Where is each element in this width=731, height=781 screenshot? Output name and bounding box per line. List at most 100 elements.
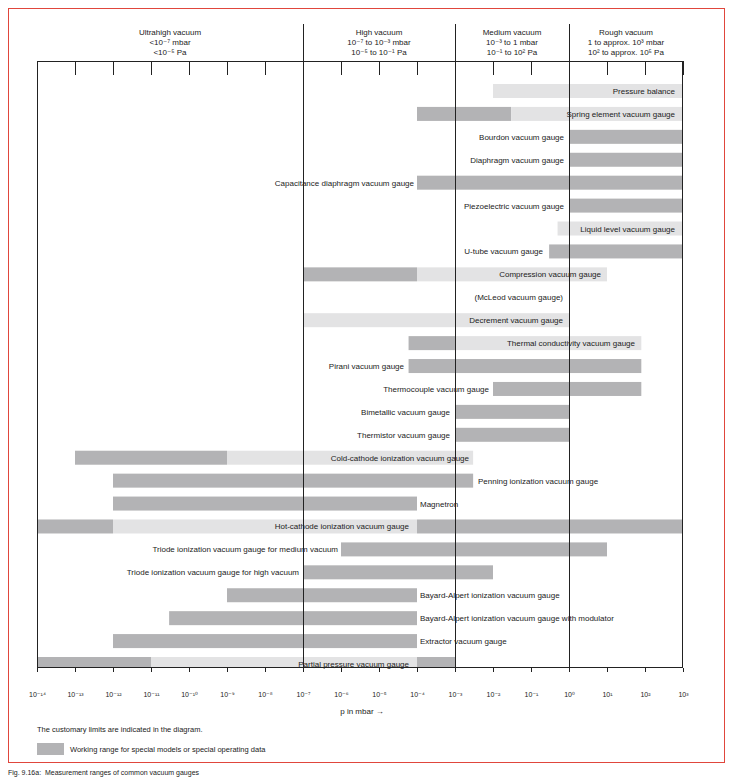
gauge-label: Bayard-Alpert ionization vacuum gauge (420, 591, 560, 600)
range-bar (37, 657, 151, 668)
range-bar (558, 222, 683, 236)
tick-label: 10⁻¹⁴ (29, 691, 46, 698)
region-mbar: 10⁻⁷ to 10⁻³ mbar (347, 38, 411, 47)
bottom-tick (683, 668, 684, 672)
range-bar (113, 474, 473, 488)
chart: Ultrahigh vacuum<10⁻⁷ mbar<10⁻⁵ PaHigh v… (0, 0, 731, 781)
top-tick (607, 61, 608, 75)
gauge-label: Bourdon vacuum gauge (479, 133, 565, 142)
region-name: Rough vacuum (599, 28, 653, 37)
gauge-label: (McLeod vacuum gauge) (475, 293, 564, 302)
region-pa: 10² to approx. 10⁵ Pa (588, 48, 664, 57)
gauge-label: Capacitance diaphragm vacuum gauge (275, 179, 415, 188)
bottom-tick (265, 668, 266, 672)
gauge-label: Partial pressure vacuum gauge (298, 660, 409, 669)
gauge-label: Cold-cathode ionization vacuum gauge (331, 454, 470, 463)
range-bar (417, 267, 607, 281)
top-tick (569, 61, 570, 75)
region-name: Medium vacuum (483, 28, 542, 37)
bottom-tick (75, 668, 76, 672)
tick-label: 10⁻⁸ (258, 691, 272, 698)
bottom-tick (189, 668, 190, 672)
region-pa: <10⁻⁵ Pa (153, 48, 187, 57)
bottom-tick (37, 668, 38, 672)
bottom-tick (227, 668, 228, 672)
range-bar (417, 657, 455, 668)
gauge-label: Liquid level vacuum gauge (580, 225, 675, 234)
region-name: High vacuum (356, 28, 403, 37)
region-pa: 10⁻⁵ to 10⁻¹ Pa (351, 48, 407, 57)
bars (37, 84, 683, 668)
bottom-tick (569, 668, 570, 672)
range-bar (511, 107, 683, 121)
top-tick (455, 61, 456, 75)
border (9, 9, 725, 763)
range-bar (113, 519, 417, 533)
range-bar (455, 336, 641, 350)
gauge-label: Magnetron (420, 500, 458, 509)
gauge-label: Hot-cathode ionization vacuum gauge (275, 522, 410, 531)
tick-label: 10⁻⁷ (296, 691, 310, 698)
range-bar (493, 382, 641, 396)
gauge-label: Thermistor vacuum gauge (357, 431, 450, 440)
caption: Fig. 9.16a: Measurement ranges of common… (8, 769, 200, 777)
top-tick (645, 61, 646, 75)
range-bar (455, 405, 569, 419)
tick-label: 10⁻⁹ (220, 691, 234, 698)
legend-swatch (37, 743, 64, 755)
range-bar (341, 542, 607, 556)
top-tick (379, 61, 380, 75)
region-divider (455, 24, 456, 668)
range-bar (409, 336, 455, 350)
gauge-label: Triode ionization vacuum gauge for mediu… (152, 545, 338, 554)
bottom-tick (417, 668, 418, 672)
gauge-label: Spring element vacuum gauge (566, 110, 675, 119)
tick-label: 10⁻⁵ (372, 691, 386, 698)
top-tick (75, 61, 76, 75)
range-bar (303, 267, 417, 281)
range-bar (493, 84, 683, 98)
range-bar (569, 130, 683, 144)
top-tick (37, 61, 38, 75)
top-tick (531, 61, 532, 75)
region-divider (303, 24, 304, 668)
top-tick (303, 61, 304, 75)
range-bar (227, 588, 417, 602)
top-tick (417, 61, 418, 75)
top-tick (227, 61, 228, 75)
tick-label: 10⁻⁴ (410, 691, 425, 698)
range-bar (417, 519, 683, 533)
range-bar (227, 451, 473, 465)
tick-label: 10⁻³ (449, 691, 463, 698)
bottom-tick (151, 668, 152, 672)
region-mbar: <10⁻⁷ mbar (149, 38, 190, 47)
gauge-label: Compression vacuum gauge (499, 270, 601, 279)
gauge-label: Penning ionization vacuum gauge (478, 477, 599, 486)
legend-label: Working range for special models or spec… (70, 745, 266, 754)
bottom-tick (531, 668, 532, 672)
gauge-label: Diaphragm vacuum gauge (470, 156, 564, 165)
gauge-label: Thermal conductivity vacuum gauge (507, 339, 636, 348)
range-bar (113, 634, 417, 648)
gauge-label: Decrement vacuum gauge (469, 316, 563, 325)
bottom-tick (455, 668, 456, 672)
gauge-label: Piezoelectric vacuum gauge (464, 202, 565, 211)
gauge-label: U-tube vacuum gauge (464, 247, 543, 256)
gauge-label: Thermocouple vacuum gauge (383, 385, 489, 394)
range-bar (303, 313, 569, 327)
range-bar (75, 451, 227, 465)
tick-label: 10² (640, 691, 651, 698)
tick-label: 10⁻¹ (525, 691, 539, 698)
bottom-tick (493, 668, 494, 672)
gauge-label: Extractor vacuum gauge (420, 637, 507, 646)
bottom-tick (113, 668, 114, 672)
gauge-label: Bayard-Alpert ionization vacuum gauge wi… (420, 614, 614, 623)
top-tick (341, 61, 342, 75)
region-mbar: 10⁻³ to 1 mbar (486, 38, 538, 47)
range-bar (151, 657, 417, 668)
gauge-label: Pressure balance (613, 87, 676, 96)
tick-label: 10⁰ (564, 691, 575, 698)
top-tick (113, 61, 114, 75)
range-bar (303, 565, 493, 579)
range-bar (417, 107, 511, 121)
